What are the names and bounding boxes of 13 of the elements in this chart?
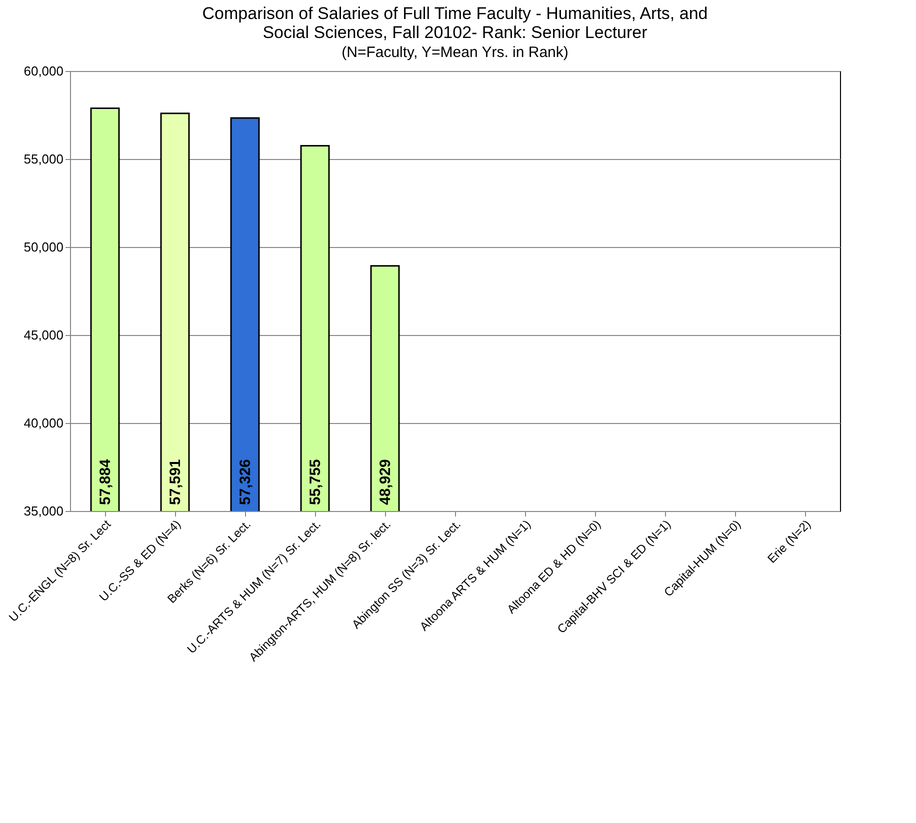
y-tick-label: 40,000	[24, 416, 64, 430]
data-label: 55,755	[307, 459, 324, 505]
data-label: 57,884	[97, 458, 114, 505]
y-tick-label: 55,000	[24, 152, 64, 166]
y-tick-label: 50,000	[24, 240, 64, 254]
y-tick-label: 35,000	[24, 504, 64, 518]
y-tick-label: 60,000	[24, 64, 64, 78]
data-label: 57,591	[167, 459, 184, 505]
data-label: 48,929	[377, 459, 394, 505]
y-tick-label: 45,000	[24, 328, 64, 342]
data-label: 57,326	[237, 459, 254, 505]
chart-subtitle: (N=Faculty, Y=Mean Yrs. in Rank)	[342, 44, 568, 61]
chart-title: Comparison of Salaries of Full Time Faculty - Humanities, Arts, and Social Sciences, Fall 20102- Rank: Senior Lecturer	[202, 4, 708, 42]
